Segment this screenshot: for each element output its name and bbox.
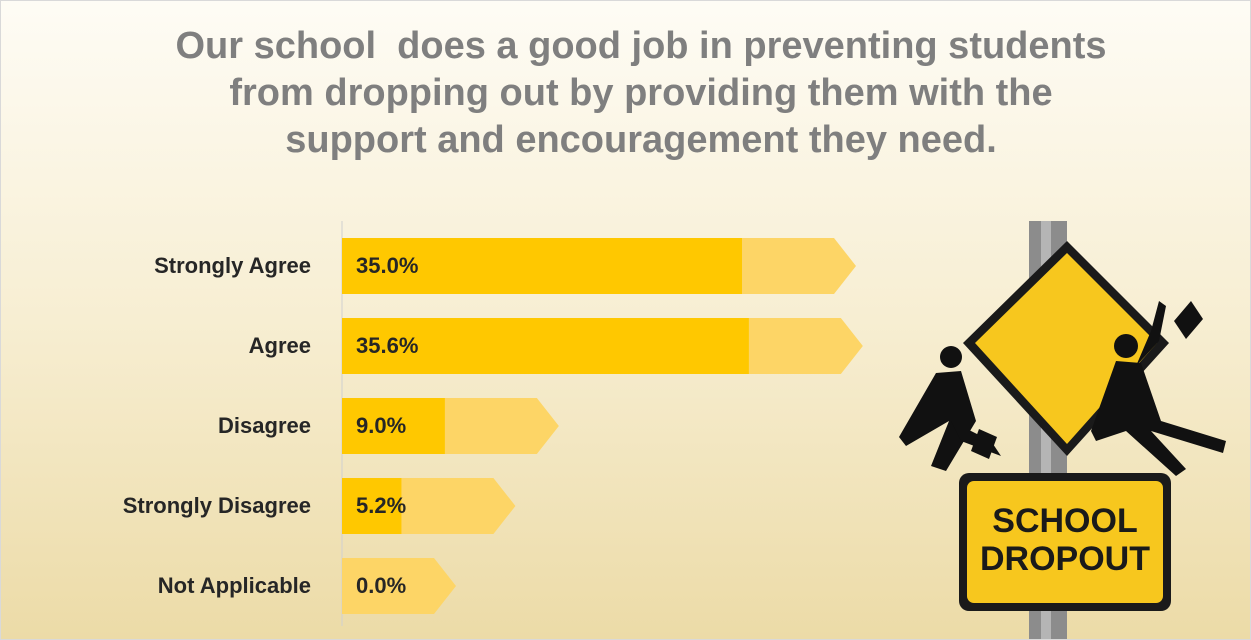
category-label: Disagree [218, 413, 311, 438]
bar [342, 398, 445, 454]
bar [342, 318, 749, 374]
value-label: 35.0% [356, 253, 418, 278]
value-label: 9.0% [356, 413, 406, 438]
bar [342, 238, 742, 294]
category-label: Strongly Disagree [123, 493, 311, 518]
value-label: 35.6% [356, 333, 418, 358]
bar [342, 478, 402, 534]
diamond-sign [975, 253, 1157, 444]
chart-title: Our school does a good job in preventing… [175, 25, 1118, 161]
illustration: SCHOOL DROPOUT [899, 221, 1226, 639]
sign-text: DROPOUT [980, 540, 1150, 578]
category-label: Agree [249, 333, 311, 358]
sign-text: SCHOOL [992, 502, 1137, 540]
value-label: 5.2% [356, 493, 406, 518]
value-label: 0.0% [356, 573, 406, 598]
plate [967, 481, 1163, 603]
figures [899, 301, 1226, 476]
category-label: Strongly Agree [154, 253, 311, 278]
category-label: Not Applicable [158, 573, 311, 598]
bar-arrow [342, 558, 456, 614]
